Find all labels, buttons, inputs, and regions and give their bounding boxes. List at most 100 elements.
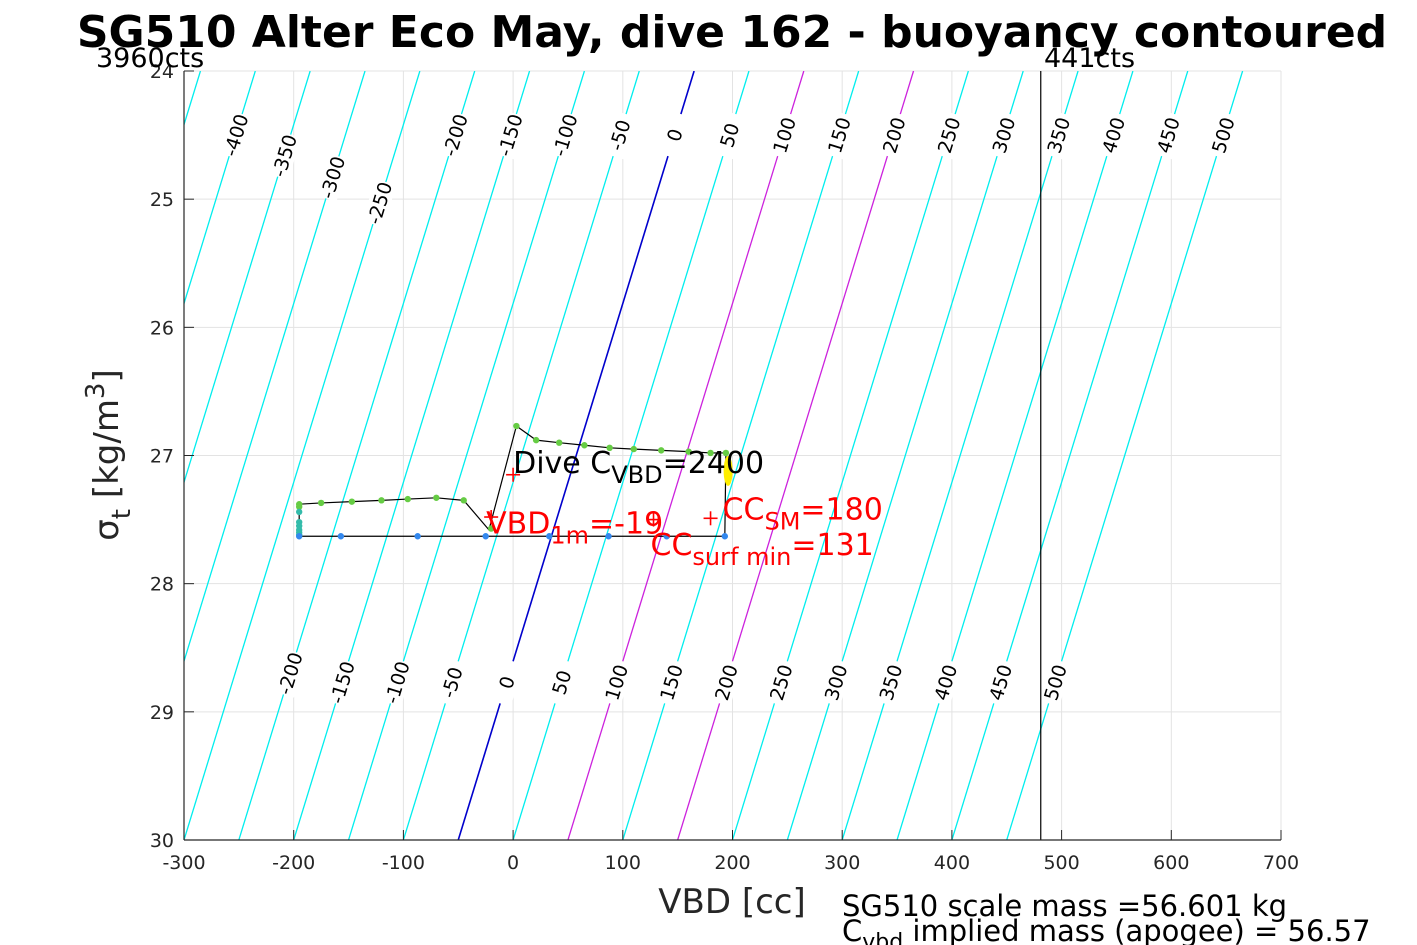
y-tick-label: 26 [150,317,174,339]
contour-label: -50 [605,117,635,153]
contour-label-bg [489,658,524,707]
data-point [295,533,303,540]
contour-label: 200 [879,115,911,156]
axes [183,70,1282,841]
contour-label-bg [709,658,743,707]
contour-label: 250 [934,115,966,156]
contour-label: -300 [316,154,350,202]
cts-left-label: 3960cts [96,43,204,74]
contour-label: 450 [1153,115,1185,156]
data-point [337,533,345,540]
data-point [482,533,489,540]
contour-label-bg [1038,658,1073,707]
cc-surf-min-annotation: CCsurf min=131 [651,528,874,571]
data-point [295,508,303,516]
contour-label: -200 [274,650,308,698]
y-tick-label: 27 [150,446,174,468]
contour-label-bg [362,178,397,228]
contour-label: 350 [876,662,908,703]
contour-line [896,71,1134,840]
contour-label-bg [1205,110,1240,160]
contour-label-bg [763,658,798,707]
contour-label-bg [931,110,966,160]
y-axis-label: σt [kg/m3] [81,369,137,541]
contour-label: 100 [769,115,801,156]
contour-label-bg [876,110,911,160]
contour-label-bg [267,131,302,180]
data-point [414,533,421,540]
data-point [630,445,637,453]
data-point [657,447,665,454]
contour-line [347,71,586,840]
contour-label-bg [272,649,307,698]
contour-label-bg [822,110,856,160]
data-point [317,499,325,507]
contour-line [402,71,640,840]
tick-labels: -300 -200 -100 0 100 200 300 400 500 600 700 24 25 26… [150,61,1299,874]
contour-label-bg [379,658,414,707]
contour-line [622,71,860,840]
chart-title: SG510 Alter Eco May, dive 162 - buoyancy… [77,7,1387,58]
contour-label: 300 [821,662,853,703]
x-tick-label: 0 [507,852,519,874]
contour-line [512,71,750,840]
contour-label: 450 [985,662,1017,703]
data-point [378,497,385,504]
data-point [348,498,356,505]
contour-label-bg [654,658,689,707]
markers [484,455,733,527]
cc-sm-annotation: CCSM=180 [723,492,883,535]
data-point [707,449,714,457]
y-tick-label: 28 [150,574,174,596]
contour-label: 150 [824,115,856,156]
contour-label-bg [928,658,963,707]
contour-label: 150 [656,662,688,703]
x-tick-label: 400 [934,852,970,874]
data-point [433,494,440,501]
contour-label-bg [1041,110,1076,160]
data-point [487,525,495,532]
contour-label-bg [1096,110,1131,160]
contour-line [786,71,1024,840]
contour-label: 500 [1208,115,1240,156]
x-axis-label: VBD [cc] [658,882,806,922]
data-point [513,422,520,430]
contour-label: 400 [1098,115,1130,156]
x-tick-label: -100 [382,852,425,874]
contour-line [238,71,476,840]
contour-label-bg [1151,110,1186,160]
contour-label-bg [818,658,853,707]
contour-line [457,71,695,840]
y-tick-label: 25 [150,189,174,211]
contour-line [841,71,1079,840]
contour-label-bg [544,658,579,707]
contour-label: 300 [989,115,1021,156]
data-point [555,439,563,446]
contour-labels: -400 -350 -300-250-200 -150 -100 -50 0 50 100 150… [218,110,1240,707]
contour-line [184,71,256,306]
contour-label: -400 [220,112,254,160]
contour-label: 500 [1040,662,1072,703]
data-point [581,442,588,449]
contour-line [951,71,1189,840]
contour-label: -50 [438,665,468,701]
x-tick-label: 200 [714,852,750,874]
surface-marker [723,455,733,486]
data-point [663,533,670,540]
data-point [295,503,303,510]
contour-label: 200 [711,662,743,703]
data-point [685,448,692,455]
contour-label-bg [218,110,253,160]
cts-right-label: 441cts [1044,43,1135,74]
data-point [722,449,730,457]
x-tick-label: -200 [272,852,315,874]
contour-label-bg [434,658,469,707]
contour-line [293,71,531,840]
contour-line [567,71,805,840]
data-point [546,533,553,540]
x-tick-label: 700 [1263,852,1299,874]
contour-label: -100 [381,659,415,707]
footer-implied-mass: Cvbd implied mass (apogee) = 56.57 [842,914,1371,945]
data-points [295,422,730,540]
